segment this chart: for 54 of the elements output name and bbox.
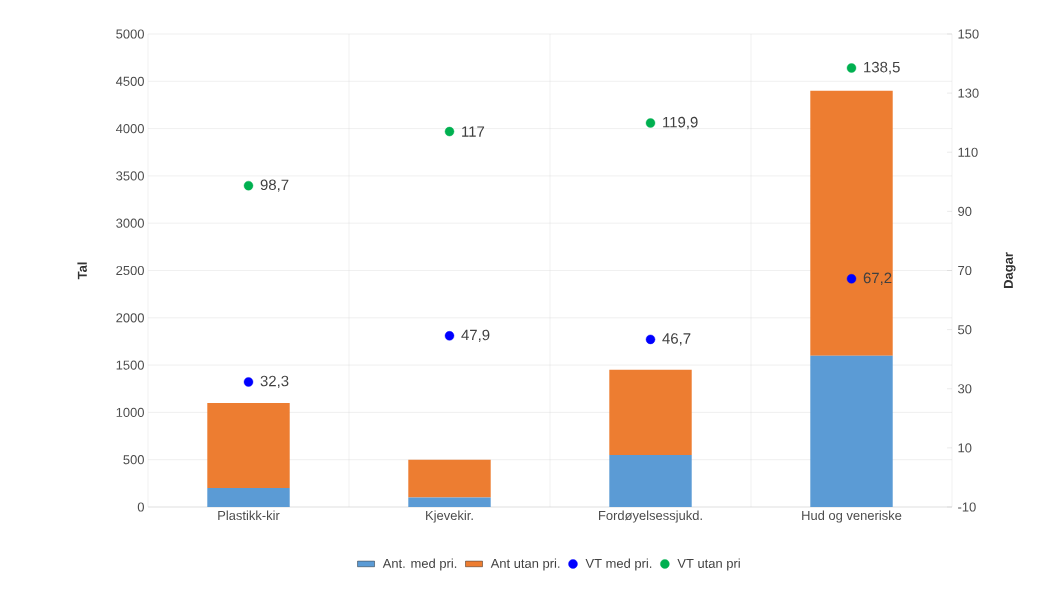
point [243, 377, 254, 387]
data-label: 46,7 [662, 333, 691, 346]
legend-label: Ant utan pri. [490, 558, 560, 571]
y2-tick-label: -10 [958, 502, 976, 512]
legend-label: VT med pri. [585, 558, 652, 571]
y-tick-label: 0 [137, 502, 144, 512]
data-label: 47,9 [461, 329, 490, 342]
y2-tick-label: 90 [958, 206, 972, 216]
x-tick-label: Kjevekir. [426, 510, 473, 523]
y2-tick-label: 10 [958, 443, 972, 453]
x-tick-label: Hud og veneriske [802, 510, 902, 523]
y-tick-label: 2500 [116, 265, 144, 276]
legend-label: Ant. med pri. [382, 558, 457, 571]
y2-tick-label: 30 [958, 384, 972, 394]
data-label: 67,2 [863, 272, 892, 285]
point [846, 274, 857, 284]
y-tick-label: 3000 [116, 218, 144, 228]
bar [207, 402, 290, 489]
data-label: 138,5 [864, 61, 900, 75]
bar [609, 369, 692, 455]
y2-axis-title: Dagar [1003, 252, 1016, 288]
data-label: 117 [462, 126, 485, 137]
point [846, 63, 857, 73]
point [444, 331, 455, 341]
x-tick-label: Plastikk-kir [218, 510, 280, 521]
y-tick-label: 3500 [116, 171, 144, 181]
y2-tick-label: 70 [958, 265, 972, 276]
bar [207, 488, 290, 507]
y2-tick-label: 50 [958, 325, 972, 335]
y-tick-label: 4000 [115, 124, 144, 134]
bar [810, 355, 893, 507]
bar [408, 497, 491, 507]
y2-tick-label: 150 [958, 29, 979, 39]
legend-label: VT utan pri [677, 558, 740, 571]
y-tick-label: 2000 [116, 313, 144, 323]
data-label: 119,9 [663, 116, 698, 130]
y-tick-label: 4500 [115, 76, 144, 86]
data-label: 98,7 [260, 179, 289, 192]
point [243, 180, 254, 191]
y-tick-label: 5000 [116, 29, 144, 39]
bar [810, 90, 893, 356]
point [645, 118, 656, 128]
y-axis-title: Tal [77, 262, 87, 280]
point [645, 334, 656, 345]
y-tick-label: 500 [123, 455, 144, 465]
bar [408, 459, 491, 498]
y-tick-label: 1500 [116, 360, 144, 370]
x-tick-label: Fordøyelsessjukd. [599, 510, 702, 523]
y-tick-label: 1000 [116, 407, 144, 417]
y2-tick-label: 130 [958, 88, 979, 98]
y2-tick-label: 110 [958, 147, 978, 157]
point [444, 126, 455, 137]
bar [609, 454, 692, 507]
data-label: 32,3 [260, 375, 289, 389]
